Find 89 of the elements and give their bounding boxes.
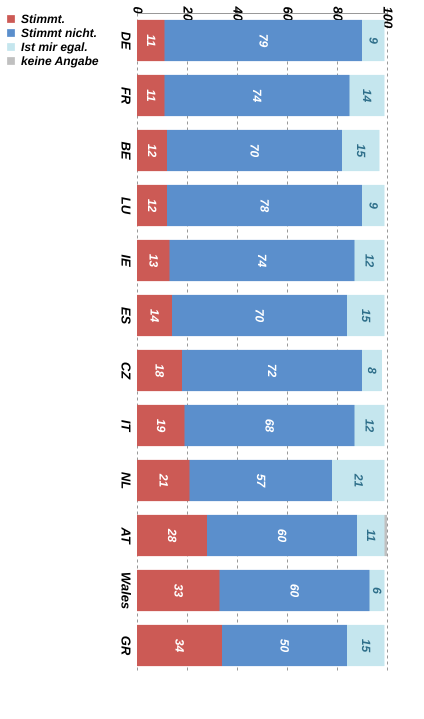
data-label: 68 (262, 418, 276, 432)
data-label: 74 (250, 88, 264, 102)
bar (342, 130, 380, 172)
y-tick-label: ES (118, 306, 134, 324)
y-tick-label: IT (118, 420, 134, 432)
bar (137, 294, 172, 336)
data-label: 15 (358, 638, 373, 652)
bar (137, 350, 182, 392)
y-tick-label: GR (118, 636, 134, 656)
data-label: 8 (365, 367, 379, 374)
bar (354, 404, 384, 446)
y-tick-label: Wales (118, 572, 134, 610)
bar (332, 460, 384, 502)
data-label: 11 (144, 34, 158, 48)
y-tick-label: DE (118, 31, 134, 50)
bar (137, 20, 164, 62)
data-label: 70 (248, 144, 262, 158)
bar (362, 350, 382, 392)
legend-label: Stimmt nicht. (21, 26, 98, 40)
data-label: 70 (252, 308, 266, 322)
bar (370, 570, 384, 612)
bar (172, 294, 347, 336)
data-label: 57 (254, 474, 268, 488)
legend-label: Stimmt. (21, 12, 66, 26)
y-tick-label: LU (118, 196, 134, 215)
bar (357, 514, 384, 556)
data-label: 6 (370, 587, 384, 594)
data-label: 60 (275, 528, 289, 542)
bar (362, 184, 384, 226)
bar (137, 624, 222, 666)
bar (167, 184, 362, 226)
data-label: 34 (172, 638, 186, 652)
data-label: 78 (258, 198, 272, 212)
legend-label: keine Angabe (21, 54, 99, 68)
data-label: 19 (154, 418, 168, 432)
data-label: 12 (145, 198, 159, 212)
data-label: 28 (165, 528, 179, 542)
bar (137, 460, 190, 502)
bar (182, 350, 362, 392)
x-tick-label: 100 (380, 6, 396, 29)
data-label: 15 (358, 308, 373, 322)
bar (350, 74, 384, 116)
bar (137, 240, 170, 282)
data-label: 15 (354, 144, 368, 158)
bar (222, 624, 347, 666)
bar (137, 404, 184, 446)
data-label: 18 (152, 364, 166, 378)
data-label: 11 (364, 529, 378, 542)
data-label: 13 (146, 254, 160, 268)
bar (167, 130, 342, 172)
bar (190, 460, 332, 502)
y-tick-label: FR (118, 86, 134, 105)
bar (220, 570, 370, 612)
bar (137, 514, 207, 556)
data-label: 79 (256, 34, 270, 48)
data-label: 14 (148, 308, 162, 322)
bar (347, 624, 384, 666)
bar (137, 184, 167, 226)
data-label: 14 (360, 88, 374, 102)
bar (354, 240, 384, 282)
bar (137, 130, 167, 172)
legend-label: Ist mir egal. (21, 40, 88, 54)
y-tick-label: BE (118, 141, 134, 160)
data-label: 72 (265, 364, 279, 378)
bar (164, 74, 350, 116)
bar (137, 570, 220, 612)
data-label: 74 (255, 254, 269, 268)
y-tick-label: CZ (118, 362, 134, 380)
data-label: 9 (366, 37, 380, 44)
y-tick-label: AT (118, 526, 134, 545)
data-label: 12 (362, 254, 376, 268)
data-label: 11 (144, 89, 158, 102)
bar (170, 240, 354, 282)
data-label: 12 (145, 144, 159, 158)
data-label: 60 (288, 584, 302, 598)
data-label: 12 (362, 418, 376, 432)
data-label: 50 (278, 638, 292, 652)
bar (137, 74, 164, 116)
bar (347, 294, 384, 336)
data-label: 21 (156, 472, 170, 488)
bar (362, 20, 384, 62)
bar (164, 20, 362, 62)
bar (184, 404, 354, 446)
y-tick-label: NL (118, 472, 134, 490)
data-label: 9 (366, 202, 380, 210)
y-tick-label: IE (118, 254, 134, 267)
data-label: 21 (351, 472, 366, 488)
bar (207, 514, 357, 556)
data-label: 33 (171, 584, 186, 598)
